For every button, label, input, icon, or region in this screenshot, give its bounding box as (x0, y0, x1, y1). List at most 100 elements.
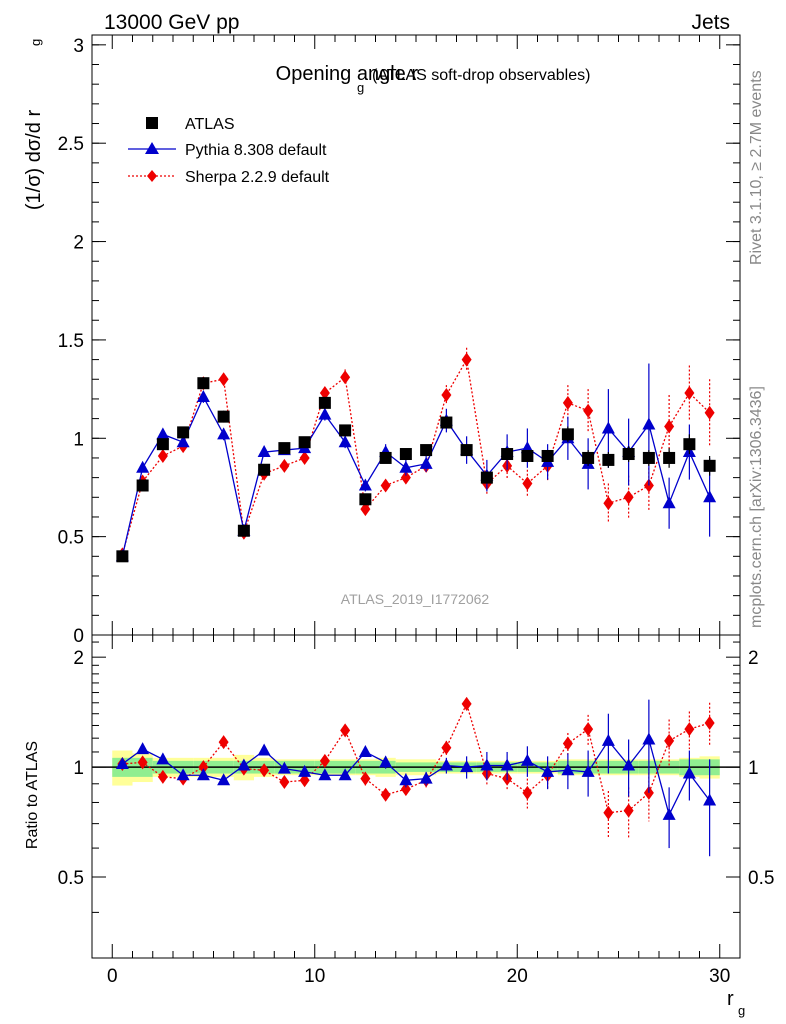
legend-pythia-marker (145, 142, 159, 154)
header-left: 13000 GeV pp (104, 11, 239, 34)
ratio-pythia-point (682, 766, 696, 779)
pythia-point (196, 389, 210, 402)
ratio-sherpa-point (218, 735, 229, 750)
legend-sherpa-marker (147, 170, 157, 182)
ratio-pythia-point (399, 773, 413, 786)
y-tick-label: 1.5 (58, 331, 84, 352)
mcplots-label: mcplots.cern.ch [arXiv:1306.3436] (748, 386, 765, 628)
ratio-pythia-point (338, 768, 352, 781)
atlas-point (420, 444, 433, 457)
ratio-y-tick-label: 2 (73, 648, 84, 669)
ratio-sherpa-point (360, 771, 371, 786)
y-axis-label: (1/σ) dσ/d r (23, 110, 45, 211)
atlas-point (237, 524, 250, 537)
pythia-point (257, 445, 271, 458)
atlas-point (399, 448, 412, 461)
y-axis-label-sub: g (28, 39, 43, 46)
atlas-point (683, 438, 696, 451)
ratio-pythia-point (358, 744, 372, 757)
ratio-sherpa-point (340, 723, 351, 738)
sherpa-point (522, 476, 533, 491)
ratio-sherpa-point (684, 722, 695, 737)
plot-title-sub: g (357, 80, 364, 95)
ratio-pythia-line (121, 738, 711, 817)
pythia-point (318, 407, 332, 420)
ratio-pythia-point (520, 753, 534, 766)
ratio-pythia-point (642, 732, 656, 745)
legend-atlas-label: ATLAS (185, 116, 235, 133)
atlas-point (136, 479, 149, 492)
ratio-sherpa-point (522, 785, 533, 800)
sherpa-point (441, 388, 452, 402)
ratio-pythia-point (561, 763, 575, 776)
pythia-point (601, 421, 615, 434)
ratio-pythia-point (500, 758, 514, 771)
atlas-point (440, 416, 453, 429)
atlas-point (602, 453, 615, 466)
ratio-pythia-point (237, 758, 251, 771)
sherpa-point (603, 496, 614, 511)
sherpa-point (218, 372, 229, 387)
ratio-y-tick-label: 0.5 (58, 868, 84, 889)
ratio-sherpa-point (441, 740, 452, 755)
pythia-point (136, 460, 150, 473)
ratio-pythia-point (662, 807, 676, 820)
ratio-pythia-point (257, 743, 271, 756)
ratio-pythia-point (298, 764, 312, 777)
pythia-point (176, 435, 190, 448)
ratio-sherpa-point (259, 763, 270, 778)
atlas-point (703, 459, 716, 472)
atlas-point (480, 471, 493, 484)
ratio-sherpa-point (664, 733, 675, 748)
sherpa-point (319, 386, 330, 401)
ratio-sherpa-point (704, 716, 715, 731)
svg-text:(1/σ) dσ/d r: (1/σ) dσ/d r (23, 110, 45, 211)
x-tick-label: 20 (507, 966, 528, 987)
x-tick-label: 10 (304, 966, 325, 987)
x-tick-label: 0 (107, 966, 118, 987)
pythia-point (217, 427, 231, 440)
ratio-sherpa-point (319, 753, 330, 768)
atlas-point (177, 426, 190, 439)
sherpa-line (121, 357, 711, 555)
ratio-pythia-point (136, 742, 150, 755)
x-axis-label-sub: g (738, 1003, 745, 1018)
ratio-sherpa-point (623, 803, 634, 818)
atlas-point (197, 377, 210, 390)
x-axis-label: r (727, 988, 734, 1010)
y-tick-label: 3 (73, 36, 84, 57)
atlas-point (561, 428, 574, 441)
sherpa-point (562, 395, 573, 410)
analysis-id: ATLAS_2019_I1772062 (341, 591, 490, 607)
atlas-point (318, 396, 331, 409)
atlas-point (339, 424, 352, 437)
ratio-sherpa-point (583, 722, 594, 737)
ratio-sherpa-point (157, 769, 168, 784)
axis-ticks: 00.511.522.530 10 20 300.5 0.51 12 2 (58, 35, 774, 987)
ratio-y-tick-label-right: 0.5 (748, 868, 774, 889)
atlas-point (501, 448, 514, 461)
ratio-pythia-point (419, 771, 433, 784)
ratio-pythia-point (622, 758, 636, 771)
sherpa-point (380, 478, 391, 493)
ratio-sherpa-line (122, 701, 710, 814)
ratio-pythia-point (379, 755, 393, 768)
ratio-pythia-point (601, 733, 615, 746)
ratio-pythia-point (581, 764, 595, 777)
sherpa-point (664, 419, 675, 434)
pythia-point (358, 478, 372, 491)
ratio-bands (92, 750, 740, 786)
sherpa-point (340, 370, 351, 385)
sherpa-point (684, 386, 695, 401)
ratio-sherpa-point (603, 805, 614, 820)
ratio-sherpa-point (562, 736, 573, 751)
atlas-point (379, 451, 392, 464)
pythia-point (419, 456, 433, 469)
atlas-point (278, 442, 291, 455)
pythia-point (156, 427, 170, 440)
atlas-point (521, 449, 534, 462)
ratio-pythia-point (541, 764, 555, 777)
sherpa-point (461, 352, 472, 367)
sherpa-point (157, 448, 168, 463)
